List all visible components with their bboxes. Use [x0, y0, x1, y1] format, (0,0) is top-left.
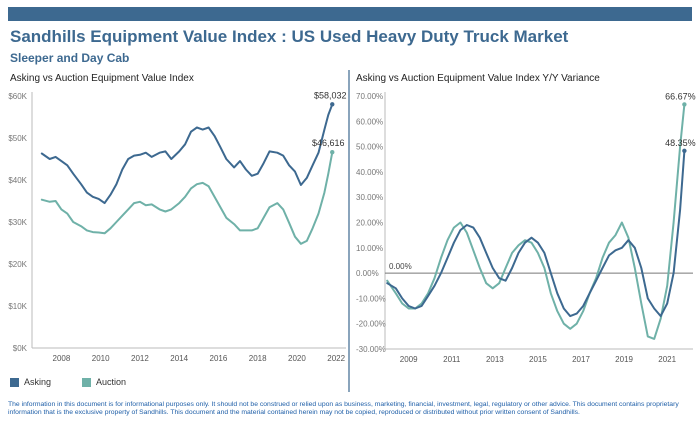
right-label-auction: 66.67% — [665, 91, 696, 101]
left-y-tick-label: $60K — [8, 92, 27, 101]
right-y-tick-label: 40.00% — [356, 168, 383, 177]
right-x-tick-label: 2021 — [658, 355, 676, 364]
left-y-tick-label: $50K — [8, 134, 27, 143]
left-chart-title: Asking vs Auction Equipment Value Index — [10, 73, 194, 84]
right-x-tick-label: 2019 — [615, 355, 633, 364]
right-x-tick-label: 2011 — [443, 355, 461, 364]
legend-label-auction: Auction — [96, 377, 127, 387]
left-x-tick-label: 2014 — [170, 354, 188, 363]
legend-swatch-asking — [10, 377, 19, 387]
left-label-asking: $58,032 — [314, 90, 347, 100]
left-x-tick-label: 2010 — [92, 354, 110, 363]
right-y-tick-label: 70.00% — [356, 92, 383, 101]
legend-swatch-auction — [82, 377, 91, 387]
right-y-tick-label: -30.00% — [356, 345, 386, 354]
page-subtitle: Sleeper and Day Cab — [10, 51, 130, 65]
right-line-asking — [386, 149, 686, 318]
left-x-tick-label: 2008 — [53, 354, 71, 363]
header-bar — [8, 7, 692, 21]
left-y-tick-label: $0K — [13, 344, 28, 353]
legend-label-asking: Asking — [24, 377, 52, 387]
page-title: Sandhills Equipment Value Index : US Use… — [10, 27, 569, 46]
left-y-tick-label: $20K — [8, 260, 27, 269]
right-y-tick-label: 30.00% — [356, 193, 383, 202]
disclaimer-text: The information in this document is for … — [8, 401, 679, 417]
right-point-asking — [682, 148, 687, 153]
right-label-asking: 48.35% — [665, 138, 696, 148]
right-y-tick-label: -20.00% — [356, 320, 386, 329]
left-y-tick-label: $40K — [8, 176, 27, 185]
left-x-tick-label: 2012 — [131, 354, 149, 363]
right-x-tick-label: 2017 — [572, 355, 590, 364]
left-chart: $0K $10K $20K $30K $40K $50K $60K 2008 2010 2012 2… — [8, 90, 346, 363]
right-y-tick-label: 20.00% — [356, 219, 383, 228]
left-x-tick-label: 2020 — [288, 354, 306, 363]
right-y-tick-label: -10.00% — [356, 294, 386, 303]
left-line-auction — [40, 151, 334, 245]
right-y-tick-label: 60.00% — [356, 117, 383, 126]
left-y-tick-label: $10K — [8, 302, 27, 311]
right-line-auction — [386, 103, 686, 340]
left-x-tick-label: 2022 — [327, 354, 345, 363]
right-x-tick-label: 2009 — [400, 355, 418, 364]
right-chart-title: Asking vs Auction Equipment Value Index … — [356, 73, 600, 84]
right-y-tick-label: 10.00% — [356, 244, 383, 253]
left-x-tick-label: 2018 — [249, 354, 267, 363]
right-y-tick-label: 50.00% — [356, 143, 383, 152]
right-chart: -30.00% -20.00% -10.00% 0.00% 10.00% 20.00% 30… — [356, 91, 696, 364]
left-label-auction: $46,616 — [312, 138, 345, 148]
legend-item-asking: Asking — [10, 377, 51, 387]
right-point-auction — [682, 102, 687, 107]
left-y-tick-label: $30K — [8, 218, 27, 227]
legend-item-auction: Auction — [82, 377, 126, 387]
right-y-tick-label: 0.00% — [356, 269, 379, 278]
left-x-tick-label: 2016 — [210, 354, 228, 363]
right-x-tick-label: 2015 — [529, 355, 547, 364]
left-point-asking — [330, 102, 335, 107]
right-x-tick-label: 2013 — [486, 355, 504, 364]
right-zero-label: 0.00% — [389, 262, 412, 271]
left-line-asking — [40, 103, 334, 205]
left-point-auction — [330, 150, 335, 155]
